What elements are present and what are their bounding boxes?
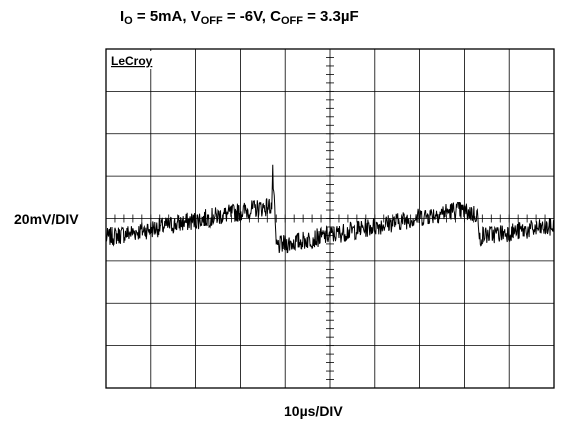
y-axis-label: 20mV/DIV <box>14 211 79 227</box>
brand-logo: LeCroy <box>111 54 153 68</box>
plot-border <box>105 48 555 389</box>
chart-title: IO = 5mA, VOFF = -6V, COFF = 3.3µF <box>120 8 359 27</box>
brand-background <box>108 51 154 69</box>
waveform-trace <box>105 164 555 254</box>
x-axis-label: 10µs/DIV <box>284 403 343 419</box>
center-ticks <box>105 48 546 380</box>
